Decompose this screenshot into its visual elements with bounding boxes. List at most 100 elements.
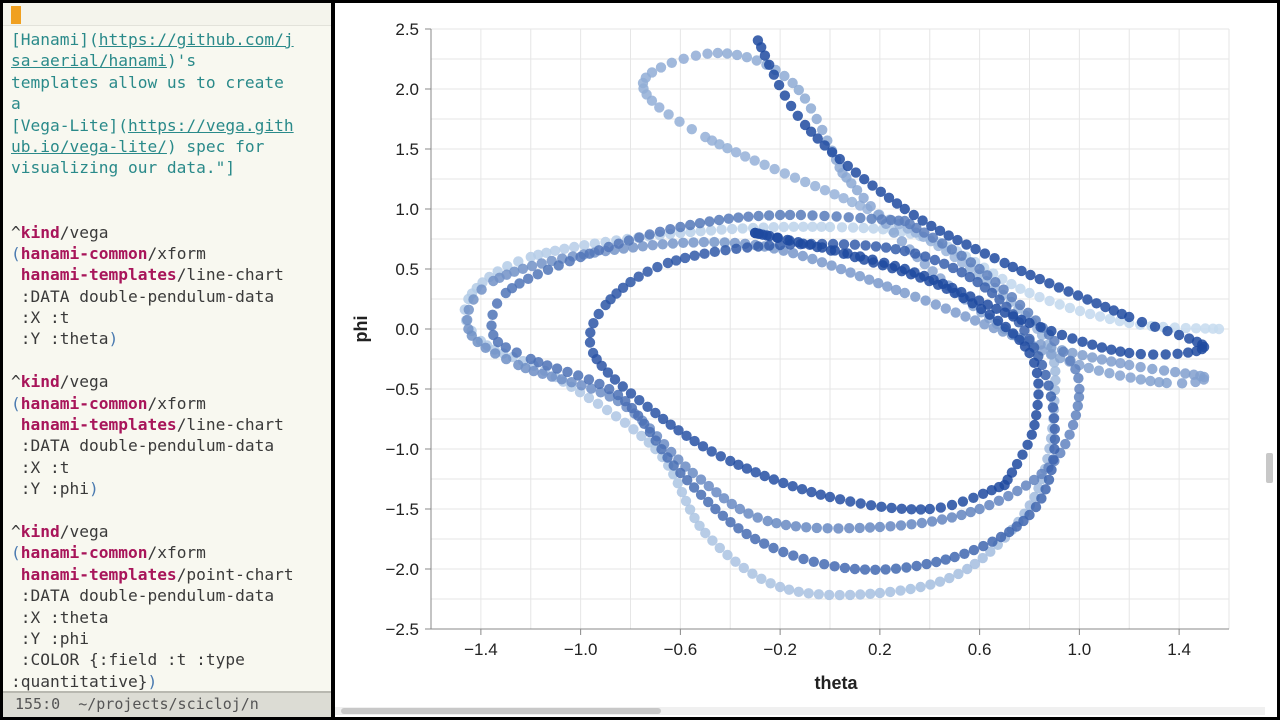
data-point — [1044, 278, 1055, 289]
data-point — [854, 271, 866, 282]
data-point — [500, 287, 511, 299]
data-point — [931, 556, 942, 568]
data-point — [1006, 467, 1018, 478]
data-point — [834, 153, 845, 165]
data-point — [807, 221, 818, 232]
data-point — [564, 256, 575, 267]
data-point — [1093, 365, 1105, 376]
data-point — [678, 237, 689, 248]
data-point — [768, 69, 780, 80]
data-point — [703, 480, 714, 492]
code-token: :Y :theta — [11, 329, 109, 349]
data-point — [864, 522, 876, 533]
data-point — [797, 250, 808, 262]
data-point — [737, 223, 748, 234]
y-axis-title: phi — [351, 316, 371, 343]
data-point — [1104, 313, 1116, 325]
data-point — [1056, 329, 1068, 341]
data-point — [713, 214, 725, 226]
data-point — [1064, 429, 1075, 440]
data-point — [717, 510, 729, 521]
data-point — [785, 100, 797, 112]
data-point — [644, 426, 656, 438]
data-point — [1135, 374, 1146, 385]
data-point — [1072, 290, 1084, 301]
data-point — [839, 562, 851, 574]
data-point — [806, 486, 817, 498]
data-point — [753, 210, 764, 222]
data-point — [734, 503, 746, 515]
data-point — [961, 239, 972, 250]
code-line: (hanami-common/xform — [11, 542, 327, 563]
data-point — [906, 504, 917, 515]
data-point — [682, 475, 693, 486]
data-point — [663, 109, 674, 120]
code-line: :COLOR {:field :t :type — [11, 649, 327, 670]
horizontal-scrollbar-track[interactable] — [335, 707, 1265, 715]
data-point — [583, 392, 595, 404]
code-token: [Vega-Lite]( — [11, 115, 128, 135]
data-point — [730, 147, 742, 158]
data-point — [920, 295, 931, 306]
data-point — [1030, 501, 1042, 513]
code-editor-pane[interactable]: [Hanami](https://github.com/j sa-aerial/h… — [3, 3, 331, 717]
data-point — [915, 504, 926, 515]
data-point — [667, 238, 679, 249]
data-point — [905, 583, 916, 595]
code-line: :X :t — [11, 457, 327, 478]
data-point — [1046, 464, 1057, 476]
data-point — [1190, 323, 1202, 334]
data-point — [1067, 333, 1078, 344]
code-token: /xform — [147, 393, 206, 413]
data-point — [750, 467, 761, 478]
data-point — [829, 561, 840, 572]
data-point — [1028, 474, 1040, 486]
code-content[interactable]: [Hanami](https://github.com/j sa-aerial/h… — [11, 29, 327, 692]
data-point — [959, 548, 970, 559]
data-point — [462, 314, 473, 326]
data-point — [592, 398, 604, 409]
data-point — [1064, 302, 1076, 314]
vertical-scrollbar[interactable] — [1266, 453, 1273, 483]
data-point — [868, 223, 879, 234]
data-point — [870, 564, 881, 575]
data-point — [702, 48, 713, 59]
data-point — [1073, 373, 1084, 384]
data-point — [800, 176, 811, 188]
data-point — [788, 550, 799, 561]
data-point — [609, 374, 621, 385]
code-line: templates allow us to create — [11, 72, 327, 93]
data-point — [990, 277, 1001, 288]
data-point — [679, 252, 691, 264]
data-point — [488, 275, 499, 287]
data-point — [811, 113, 822, 125]
data-point — [824, 491, 836, 503]
data-point — [867, 180, 878, 191]
data-point — [623, 235, 635, 246]
data-point — [845, 496, 856, 507]
data-point — [1046, 325, 1057, 337]
horizontal-scrollbar-thumb[interactable] — [341, 708, 661, 714]
data-point — [703, 496, 714, 508]
data-point — [688, 237, 699, 248]
data-point — [1067, 419, 1079, 431]
data-point — [741, 463, 753, 474]
code-line: hanami-templates/line-chart — [11, 414, 327, 435]
data-point — [1011, 458, 1023, 470]
data-point — [805, 103, 817, 114]
data-point — [998, 284, 1009, 295]
data-point — [501, 353, 512, 365]
data-point — [953, 568, 964, 580]
data-point — [491, 298, 503, 309]
data-point — [965, 257, 977, 268]
data-point — [788, 248, 799, 259]
data-point — [774, 209, 786, 221]
data-point — [782, 234, 793, 246]
code-line: ub.io/vega-lite/) spec for — [11, 136, 327, 157]
code-token: [Hanami]( — [11, 30, 99, 49]
data-point — [1106, 356, 1117, 367]
code-token: https://github.com/j — [98, 30, 294, 49]
data-point — [1017, 449, 1028, 460]
y-tick-label: 2.0 — [395, 80, 419, 99]
x-tick-label: 0.2 — [868, 640, 892, 659]
